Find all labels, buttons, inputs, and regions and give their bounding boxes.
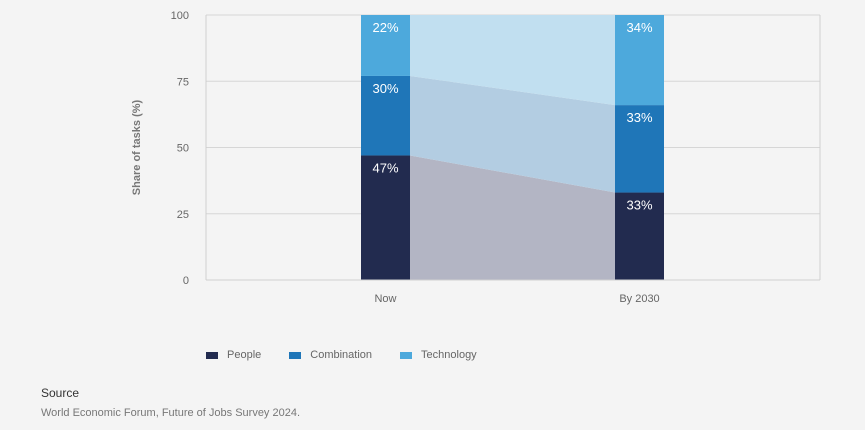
connector-band-people (410, 155, 615, 280)
legend-label: Technology (421, 349, 477, 361)
legend-item-people: People (206, 349, 261, 361)
data-labels: 47% 33% 30% 33% 22% 34% (372, 20, 652, 213)
bar-segment-combination (361, 75, 410, 156)
legend: People Combination Technology (206, 349, 477, 361)
y-tick-label: 25 (177, 209, 189, 221)
bar-segment-technology (361, 15, 410, 76)
value-label: 33% (626, 110, 652, 125)
connector-band-technology (410, 15, 615, 106)
axes: 0 25 50 75 100 Share of tasks (%) Now By 2030 (131, 10, 821, 305)
bars (361, 15, 664, 280)
y-tick-label: 75 (177, 76, 189, 88)
y-tick-label: 100 (171, 10, 189, 22)
stacked-bar-chart: 47% 33% 30% 33% 22% 34% 0 25 50 75 100 Share of ta… (131, 10, 821, 305)
connector-band-combination (410, 75, 615, 193)
value-label: 22% (372, 20, 398, 35)
y-tick-label: 0 (183, 275, 189, 287)
source-text: World Economic Forum, Future of Jobs Sur… (41, 407, 301, 419)
legend-label: People (227, 349, 262, 361)
legend-swatch (206, 351, 218, 359)
legend-swatch (400, 351, 413, 359)
value-label: 34% (626, 20, 652, 35)
value-label: 47% (372, 160, 398, 175)
x-tick-label: By 2030 (619, 293, 659, 305)
legend-item-combination: Combination (289, 349, 372, 361)
value-label: 33% (626, 198, 652, 213)
legend-label: Combination (310, 349, 373, 361)
value-label: 30% (372, 81, 398, 96)
legend-item-technology: Technology (400, 349, 477, 361)
bar-segment-people (615, 192, 664, 280)
bar-segment-people (361, 155, 410, 280)
y-axis-title: Share of tasks (%) (131, 99, 143, 195)
source-title: Source (41, 386, 80, 400)
source-block: Source World Economic Forum, Future of J… (41, 386, 300, 419)
bar-segment-combination (615, 105, 664, 193)
bar-connectors (410, 15, 615, 280)
legend-swatch (289, 351, 302, 359)
bar-segment-technology (615, 15, 664, 106)
y-tick-label: 50 (177, 143, 189, 155)
x-tick-label: Now (374, 293, 396, 305)
